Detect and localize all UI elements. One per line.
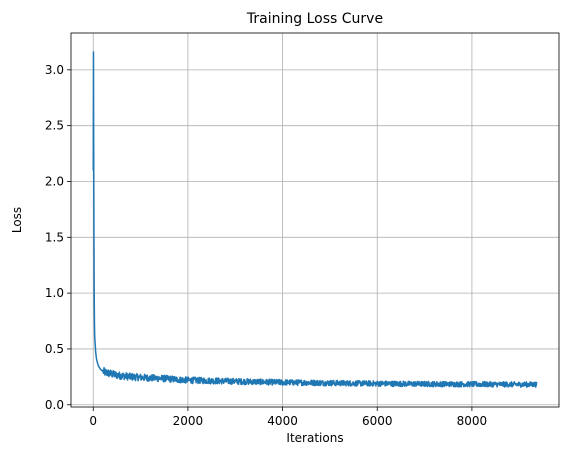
y-tick-label: 3.0 <box>45 63 64 77</box>
y-tick-label: 0.5 <box>45 342 64 356</box>
series-layer <box>92 51 538 388</box>
x-tick-label: 2000 <box>173 414 204 428</box>
y-tick-label: 0.0 <box>45 398 64 412</box>
y-tick-label: 1.0 <box>45 286 64 300</box>
x-tick-label: 8000 <box>457 414 488 428</box>
x-tick-label: 6000 <box>362 414 393 428</box>
y-tick-label: 2.0 <box>45 174 64 188</box>
y-tick-label: 2.5 <box>45 119 64 133</box>
x-tick-label: 0 <box>89 414 97 428</box>
plot-frame <box>70 32 560 408</box>
y-axis-label: Loss <box>10 207 24 233</box>
x-axis-label: Iterations <box>286 431 343 445</box>
chart-title: Training Loss Curve <box>246 11 383 27</box>
y-axis-ticks: 0.0 0.5 1.0 1.5 2.0 2.5 3.0 <box>45 63 71 412</box>
grid <box>71 33 559 407</box>
x-axis-ticks: 0 2000 4000 6000 8000 <box>89 407 487 428</box>
y-tick-label: 1.5 <box>45 230 64 244</box>
x-tick-label: 4000 <box>267 414 298 428</box>
loss-series-line <box>92 51 538 388</box>
